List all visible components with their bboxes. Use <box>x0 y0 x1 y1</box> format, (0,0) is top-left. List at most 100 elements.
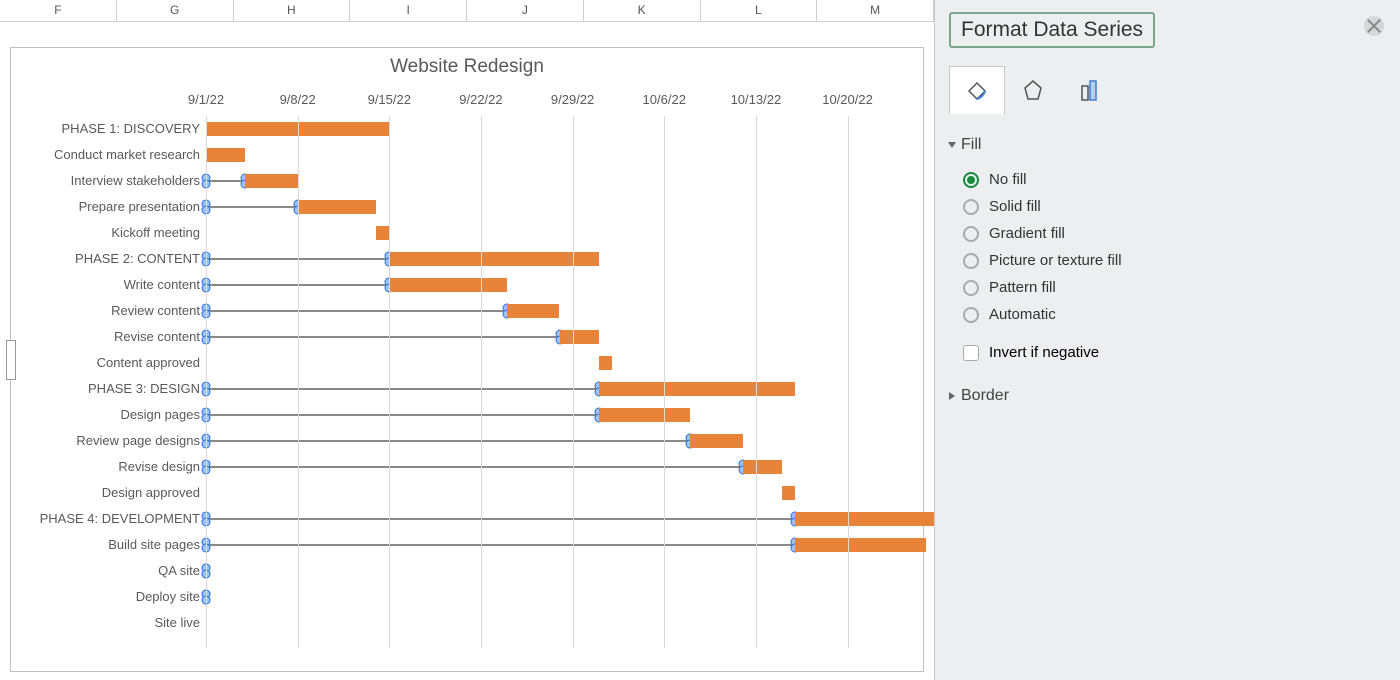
offset-bar-selected[interactable] <box>206 388 599 390</box>
duration-bar[interactable] <box>376 226 389 240</box>
chart-row[interactable] <box>206 532 913 558</box>
x-tick-label: 10/6/22 <box>643 92 686 107</box>
chart-row[interactable] <box>206 298 913 324</box>
column-header[interactable]: K <box>584 0 701 21</box>
chart-row[interactable] <box>206 610 913 636</box>
chart-row[interactable] <box>206 454 913 480</box>
chart-row[interactable] <box>206 220 913 246</box>
grid-line <box>756 116 757 648</box>
duration-bar[interactable] <box>599 382 795 396</box>
duration-bar[interactable] <box>690 434 742 448</box>
chart-row[interactable] <box>206 116 913 142</box>
chart-row[interactable] <box>206 168 913 194</box>
duration-bar[interactable] <box>599 408 691 422</box>
chevron-right-icon <box>949 392 955 400</box>
radio-icon[interactable] <box>963 280 979 296</box>
fill-option-label: Gradient fill <box>989 225 1065 242</box>
radio-icon[interactable] <box>963 199 979 215</box>
chart-row[interactable] <box>206 246 913 272</box>
duration-bar[interactable] <box>389 278 507 292</box>
panel-title: Format Data Series <box>949 12 1155 48</box>
duration-bar[interactable] <box>782 486 795 500</box>
chart-row[interactable] <box>206 376 913 402</box>
grid-line <box>298 116 299 648</box>
column-header[interactable]: G <box>117 0 234 21</box>
radio-icon[interactable] <box>963 253 979 269</box>
effects-tab[interactable] <box>1005 66 1061 114</box>
duration-bar[interactable] <box>298 200 377 214</box>
fill-option[interactable]: Pattern fill <box>963 274 1386 301</box>
offset-bar-selected[interactable] <box>206 310 507 312</box>
column-header[interactable]: F <box>0 0 117 21</box>
task-label: PHASE 4: DEVELOPMENT <box>11 506 206 532</box>
task-label: Site live <box>11 610 206 636</box>
chart-row[interactable] <box>206 558 913 584</box>
chart-row[interactable] <box>206 428 913 454</box>
chart-row[interactable] <box>206 194 913 220</box>
column-header[interactable]: J <box>467 0 584 21</box>
invert-checkbox[interactable] <box>963 345 979 361</box>
duration-bar[interactable] <box>560 330 599 344</box>
chart-row[interactable] <box>206 324 913 350</box>
grid-line <box>389 116 390 648</box>
task-label: Prepare presentation <box>11 194 206 220</box>
task-label: Interview stakeholders <box>11 168 206 194</box>
radio-icon[interactable] <box>963 226 979 242</box>
duration-bar[interactable] <box>206 148 245 162</box>
series-options-tab[interactable] <box>1061 66 1117 114</box>
chart-row[interactable] <box>206 506 913 532</box>
offset-bar-selected[interactable] <box>206 206 298 208</box>
fill-option[interactable]: No fill <box>963 166 1386 193</box>
duration-bar[interactable] <box>507 304 559 318</box>
plot-area[interactable]: 9/1/229/8/229/15/229/22/229/29/2210/6/22… <box>206 88 913 648</box>
invert-if-negative[interactable]: Invert if negative <box>949 334 1386 365</box>
duration-bar[interactable] <box>743 460 782 474</box>
offset-bar-selected[interactable] <box>206 336 560 338</box>
duration-bar[interactable] <box>245 174 297 188</box>
fill-section-label: Fill <box>961 136 981 154</box>
chart-row[interactable] <box>206 272 913 298</box>
column-headers: FGHIJKLM <box>0 0 934 22</box>
column-header[interactable]: H <box>234 0 351 21</box>
border-section-header[interactable]: Border <box>949 381 1386 411</box>
fill-option-label: Solid fill <box>989 198 1041 215</box>
task-label: Kickoff meeting <box>11 220 206 246</box>
fill-option[interactable]: Gradient fill <box>963 220 1386 247</box>
gantt-chart[interactable]: Website Redesign PHASE 1: DISCOVERYCondu… <box>10 47 924 672</box>
fill-line-tab[interactable] <box>949 66 1005 114</box>
fill-option[interactable]: Automatic <box>963 301 1386 328</box>
chart-row[interactable] <box>206 584 913 610</box>
chart-row[interactable] <box>206 402 913 428</box>
task-label: Review content <box>11 298 206 324</box>
border-section-label: Border <box>961 387 1009 405</box>
offset-bar-selected[interactable] <box>206 414 599 416</box>
task-label: Design approved <box>11 480 206 506</box>
fill-option-label: Picture or texture fill <box>989 252 1122 269</box>
close-icon[interactable] <box>1364 16 1384 36</box>
offset-bar-selected[interactable] <box>206 518 795 520</box>
offset-bar-selected[interactable] <box>206 544 795 546</box>
column-header[interactable]: I <box>350 0 467 21</box>
y-axis-labels: PHASE 1: DISCOVERYConduct market researc… <box>11 116 206 636</box>
duration-bar[interactable] <box>795 538 926 552</box>
chart-row[interactable] <box>206 142 913 168</box>
chart-body: PHASE 1: DISCOVERYConduct market researc… <box>11 88 923 648</box>
column-header[interactable]: L <box>701 0 818 21</box>
offset-bar-selected[interactable] <box>206 466 743 468</box>
radio-icon[interactable] <box>963 307 979 323</box>
radio-icon[interactable] <box>963 172 979 188</box>
panel-tabs <box>949 66 1386 114</box>
duration-bar[interactable] <box>389 252 598 266</box>
offset-bar-selected[interactable] <box>206 440 690 442</box>
fill-section-header[interactable]: Fill <box>949 130 1386 160</box>
fill-option[interactable]: Picture or texture fill <box>963 247 1386 274</box>
chart-title: Website Redesign <box>11 48 923 78</box>
task-label: Write content <box>11 272 206 298</box>
chart-row[interactable] <box>206 350 913 376</box>
column-header[interactable]: M <box>817 0 934 21</box>
chart-row[interactable] <box>206 480 913 506</box>
fill-option[interactable]: Solid fill <box>963 193 1386 220</box>
task-label: Conduct market research <box>11 142 206 168</box>
offset-bar-selected[interactable] <box>206 180 245 182</box>
duration-bar[interactable] <box>599 356 612 370</box>
